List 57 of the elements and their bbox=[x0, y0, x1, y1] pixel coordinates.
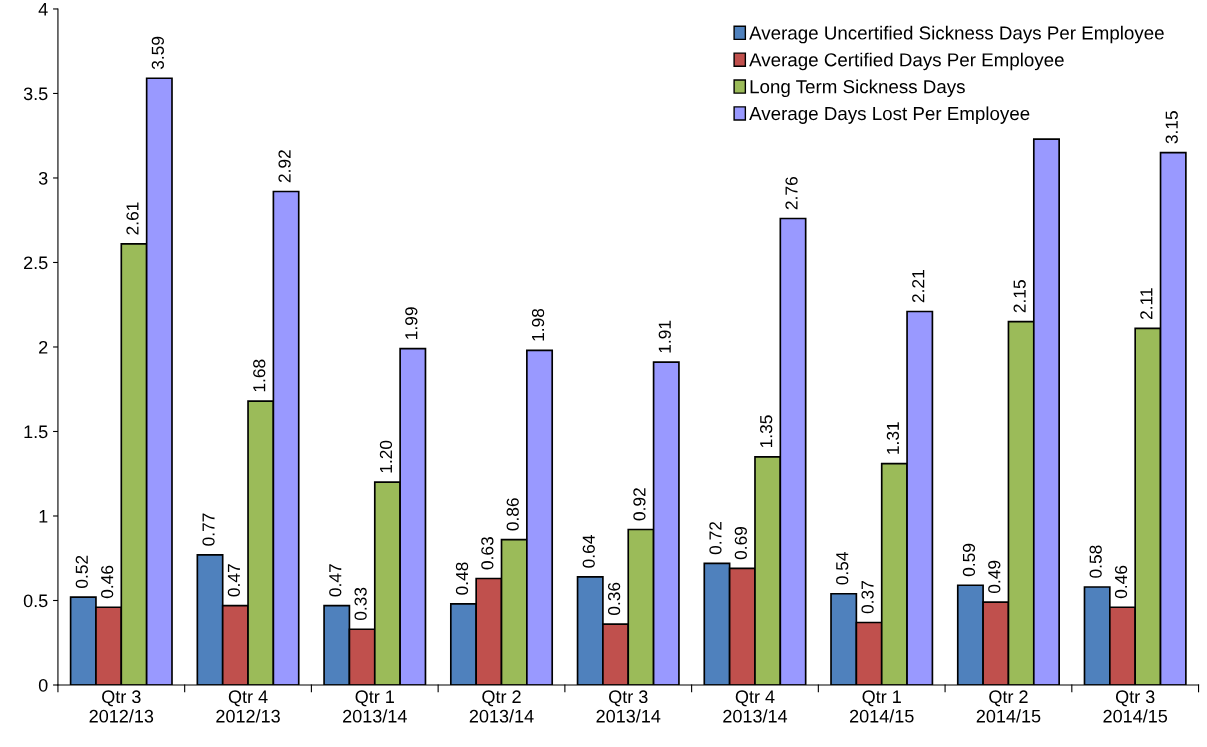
legend-label: Long Term Sickness Days bbox=[750, 79, 965, 98]
data-label: 0.37 bbox=[861, 581, 874, 614]
data-label: 2.15 bbox=[1013, 280, 1026, 313]
data-label: 2.61 bbox=[126, 202, 139, 235]
x-tick-label: Qtr 2 2014/15 bbox=[976, 690, 1041, 723]
data-label: 1.20 bbox=[379, 440, 393, 473]
data-label: 0.46 bbox=[1114, 565, 1128, 599]
legend-label: Average Certified Days Per Employee bbox=[749, 52, 1064, 71]
y-tick-label: 3.5 bbox=[23, 87, 48, 101]
data-label: 0.86 bbox=[506, 498, 519, 531]
data-label: 0.33 bbox=[354, 587, 367, 621]
x-tick-label: Qtr 4 2013/14 bbox=[723, 690, 788, 723]
x-tick-label: Qtr 4 2012/13 bbox=[216, 690, 280, 723]
x-tick-label: Qtr 2 2013/14 bbox=[469, 690, 534, 723]
data-label: 0.69 bbox=[734, 526, 747, 560]
data-label: 0.46 bbox=[101, 565, 114, 599]
data-label: 0.63 bbox=[481, 537, 494, 570]
data-label: 1.98 bbox=[531, 308, 545, 341]
x-tick-label: Qtr 3 2013/14 bbox=[596, 690, 661, 723]
data-label: 1.91 bbox=[658, 320, 671, 353]
legend-label: Average Uncertified Sickness Days Per Employee bbox=[749, 25, 1164, 44]
x-tick-label: Qtr 1 2013/14 bbox=[343, 690, 407, 723]
data-label: 3.15 bbox=[1165, 111, 1178, 144]
data-label: 0.64 bbox=[582, 535, 595, 568]
data-label: 0.72 bbox=[709, 521, 722, 555]
data-label: 2.76 bbox=[785, 177, 798, 210]
data-label: 0.36 bbox=[607, 582, 621, 616]
legend-label: Average Days Lost Per Employee bbox=[749, 106, 1030, 124]
data-label: 2.21 bbox=[912, 270, 925, 303]
data-label: 2.92 bbox=[278, 150, 291, 183]
data-label: 0.49 bbox=[988, 560, 1001, 594]
y-tick-label: 0.5 bbox=[23, 594, 48, 608]
data-label: 0.77 bbox=[202, 513, 215, 546]
y-tick-label: 0 bbox=[38, 678, 48, 692]
y-tick-label: 1.5 bbox=[24, 425, 48, 439]
data-label: 1.99 bbox=[405, 307, 418, 339]
y-tick-label: 2 bbox=[39, 340, 48, 354]
data-label: 0.92 bbox=[633, 488, 646, 521]
data-label: 0.48 bbox=[455, 562, 469, 595]
data-label: 0.59 bbox=[962, 543, 976, 577]
data-label: 1.35 bbox=[760, 415, 773, 448]
data-label: 0.58 bbox=[1089, 545, 1102, 578]
data-label: 0.47 bbox=[227, 564, 241, 597]
y-tick-label: 1 bbox=[39, 510, 48, 523]
y-tick-label: 4 bbox=[38, 3, 48, 16]
data-label: 2.11 bbox=[1140, 288, 1153, 320]
data-label: 0.47 bbox=[329, 564, 342, 597]
data-label: 3.59 bbox=[151, 36, 164, 70]
x-tick-label: Qtr 1 2014/15 bbox=[849, 690, 914, 723]
data-label: 0.52 bbox=[75, 555, 88, 588]
data-label: 0.54 bbox=[836, 552, 849, 585]
y-tick-label: 3 bbox=[38, 171, 48, 185]
x-tick-label: Qtr 3 2014/15 bbox=[1103, 690, 1168, 723]
data-label: 1.68 bbox=[253, 359, 266, 392]
y-tick-label: 2.5 bbox=[24, 256, 48, 270]
x-tick-label: Qtr 3 2012/13 bbox=[89, 690, 154, 723]
data-label: 1.31 bbox=[886, 422, 900, 454]
